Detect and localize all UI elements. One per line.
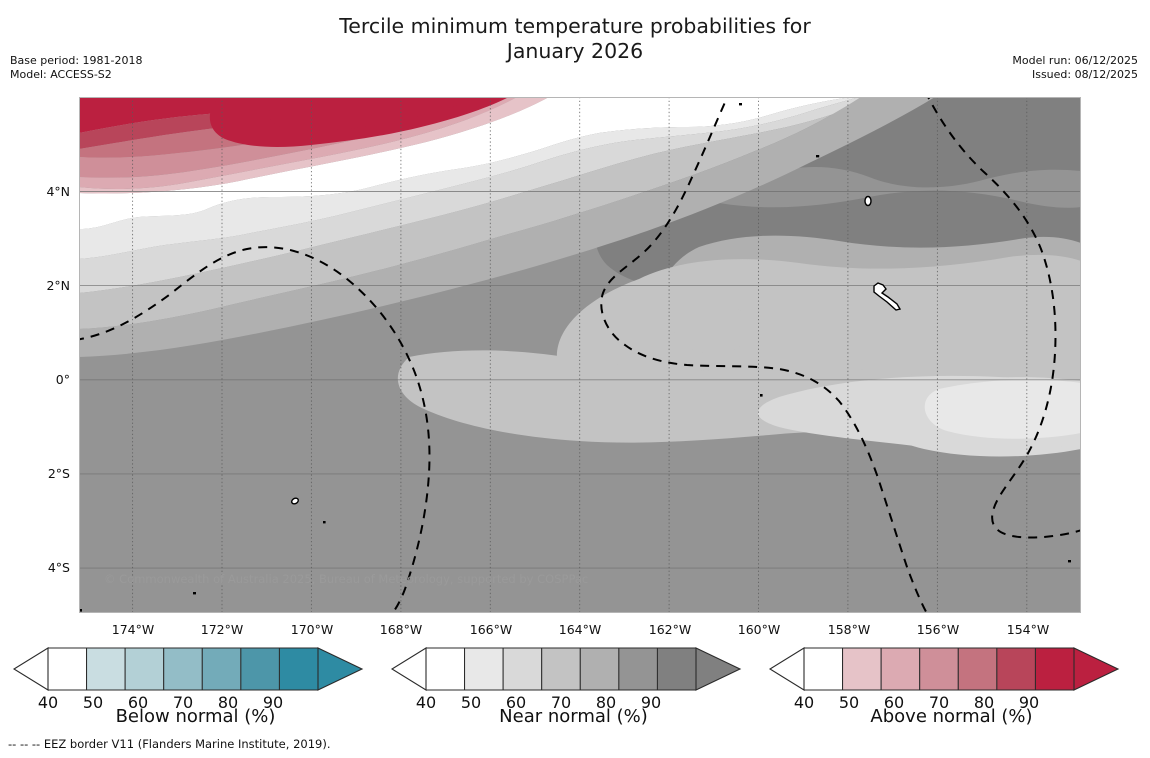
colorbar-swatch [124,647,165,691]
base-period-text: Base period: 1981-2018 [10,54,143,67]
metadata-right: Model run: 06/12/2025 Issued: 08/12/2025 [1012,54,1138,82]
colorbar-swatch [464,647,504,691]
colorbar-swatch [425,647,466,691]
colorbar-swatch [919,647,959,691]
lat-tick-2N: 2°N [46,278,70,293]
colorbar-near-normal-ticks: 40 50 60 70 80 90 [386,693,761,713]
colorbar-near-normal-swatches [390,647,742,691]
lon-tick-174W: 174°W [111,622,155,637]
map-plot-area[interactable] [79,97,1081,613]
cbar0-tick-80: 80 [217,693,239,712]
cbar0-tick-40: 40 [37,693,59,712]
lat-tick-4S: 4°S [47,560,70,575]
colorbar-above-normal-ticks: 40 50 60 70 80 90 [764,693,1139,713]
lon-tick-156W: 156°W [916,622,960,637]
lon-tick-170W: 170°W [290,622,334,637]
colorbar-swatch [842,647,882,691]
cbar2-tick-80: 80 [973,693,995,712]
colorbar-near-normal[interactable]: 40 50 60 70 80 90 Near normal (%) [386,646,761,742]
cbar1-tick-70: 70 [550,693,572,712]
lat-tick-4N: 4°N [46,184,70,199]
colorbar-above-normal-title: Above normal (%) [870,706,1033,727]
cbar2-tick-90: 90 [1018,693,1040,712]
cbar2-tick-40: 40 [793,693,815,712]
eez-border-note: -- -- -- EEZ border V11 (Flanders Marine… [8,737,331,751]
cbar1-tick-40: 40 [415,693,437,712]
colorbar-below-normal-title: Below normal (%) [115,706,276,727]
cbar1-tick-60: 60 [505,693,527,712]
colorbar-swatch [502,647,543,691]
colorbar-below-normal[interactable]: 40 50 60 70 80 90 Below normal (%) [8,646,383,742]
colorbar-below-normal-swatches [12,647,364,691]
map-contour-svg [79,97,1081,613]
cbar1-tick-80: 80 [595,693,617,712]
cbar0-tick-90: 90 [262,693,284,712]
lon-tick-158W: 158°W [827,622,871,637]
cbar2-tick-50: 50 [838,693,860,712]
colorbar-swatch [1034,647,1075,691]
lon-tick-172W: 172°W [200,622,244,637]
colorbar-swatch [47,647,88,691]
colorbar-swatch [278,647,319,691]
lon-tick-168W: 168°W [379,622,423,637]
cbar0-tick-60: 60 [127,693,149,712]
lon-tick-162W: 162°W [648,622,692,637]
lat-tick-2S: 2°S [47,466,70,481]
cbar2-tick-70: 70 [928,693,950,712]
colorbar-swatch [656,647,697,691]
colorbar-above-normal[interactable]: 40 50 60 70 80 90 Above normal (%) [764,646,1139,742]
colorbar-near-normal-title: Near normal (%) [499,706,648,727]
issued-text: Issued: 08/12/2025 [1031,68,1138,81]
colorbar-swatch [201,647,242,691]
lon-tick-166W: 166°W [469,622,513,637]
lon-tick-154W: 154°W [1006,622,1050,637]
colorbar-swatch [579,647,620,691]
colorbar-swatch [163,647,203,691]
colorbar-below-normal-ticks: 40 50 60 70 80 90 [8,693,383,713]
colorbar-above-normal-swatches [768,647,1120,691]
lon-tick-160W: 160°W [737,622,781,637]
cbar0-tick-70: 70 [172,693,194,712]
colorbar-swatch [618,647,658,691]
cbar0-tick-50: 50 [82,693,104,712]
metadata-left: Base period: 1981-2018 Model: ACCESS-S2 [10,54,142,82]
colorbar-swatch [803,647,844,691]
colorbar-swatch [240,647,280,691]
model-run-text: Model run: 06/12/2025 [1012,54,1138,67]
map-copyright: © Commonwealth of Australia 2025, Bureau… [104,572,589,586]
lat-tick-0: 0° [55,372,70,387]
page-title: Tercile minimum temperature probabilitie… [339,14,811,63]
cbar2-tick-60: 60 [883,693,905,712]
model-text: Model: ACCESS-S2 [10,68,112,81]
colorbar-swatch [957,647,998,691]
colorbar-swatch [86,647,126,691]
cbar1-tick-50: 50 [460,693,482,712]
colorbar-swatch [880,647,921,691]
colorbar-swatch [541,647,581,691]
lon-tick-164W: 164°W [558,622,602,637]
colorbar-swatch [996,647,1036,691]
cbar1-tick-90: 90 [640,693,662,712]
